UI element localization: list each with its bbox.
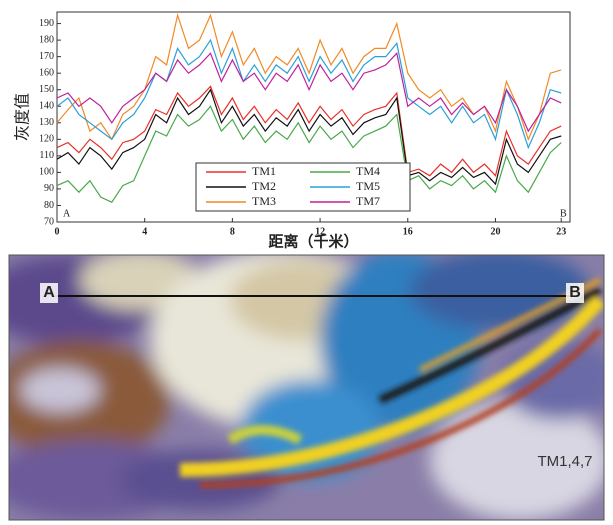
satellite-image <box>0 250 613 520</box>
y-tick-label: 140 <box>39 101 54 112</box>
legend-label: TM4 <box>356 164 380 178</box>
y-tick-label: 100 <box>39 167 54 178</box>
legend-label: TM2 <box>252 179 276 193</box>
legend-label: TM7 <box>356 194 380 208</box>
y-tick-label: 80 <box>44 200 54 211</box>
x-tick-label: 20 <box>490 226 500 237</box>
legend-label: TM1 <box>252 164 276 178</box>
y-tick-label: 70 <box>44 216 54 227</box>
x-tick-label: 8 <box>230 226 235 237</box>
y-tick-label: 90 <box>44 183 54 194</box>
x-tick-label: 0 <box>55 226 60 237</box>
y-axis-label: 灰度值 <box>14 93 32 141</box>
image-label: TM1,4,7 <box>537 453 592 470</box>
y-tick-label: 150 <box>39 84 54 95</box>
y-tick-label: 130 <box>39 117 54 128</box>
x-axis-label: 距离（千米） <box>268 232 358 250</box>
image-label: A <box>43 284 55 301</box>
y-tick-label: 120 <box>39 134 54 145</box>
x-tick-label: 16 <box>403 226 413 237</box>
annotation: A <box>63 208 71 219</box>
y-tick-label: 170 <box>39 51 54 62</box>
x-tick-label: 4 <box>142 226 147 237</box>
y-tick-label: 180 <box>39 34 54 45</box>
legend-label: TM5 <box>356 179 380 193</box>
image-label: B <box>569 284 581 301</box>
annotation: B <box>560 208 567 219</box>
x-tick-label: 23 <box>556 226 566 237</box>
y-tick-label: 160 <box>39 67 54 78</box>
y-tick-label: 190 <box>39 18 54 29</box>
figure: A B TM1,4,7 7080901001101201301401501601… <box>0 0 613 525</box>
legend-label: TM3 <box>252 194 276 208</box>
y-tick-label: 110 <box>39 150 54 161</box>
